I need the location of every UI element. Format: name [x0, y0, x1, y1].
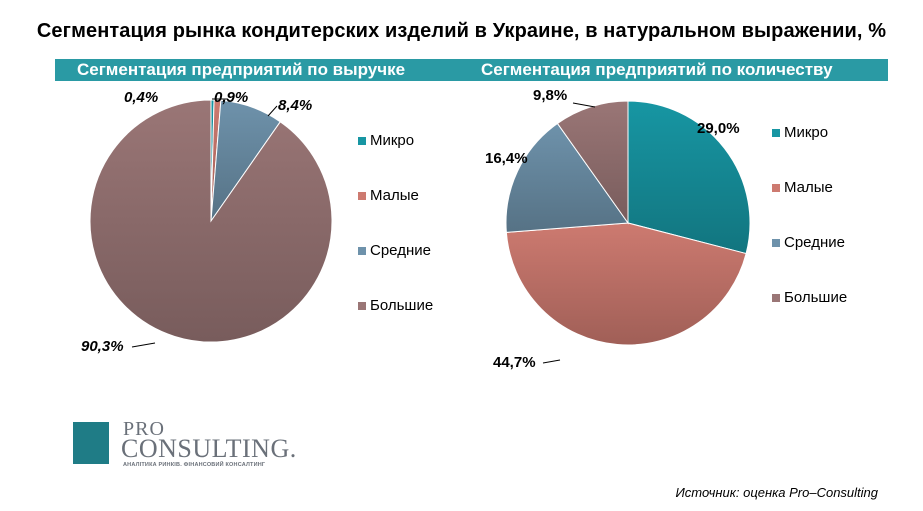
legend-swatch-small: [772, 184, 780, 192]
data-label: 0,4%: [124, 89, 158, 106]
pie-chart-2: 29,0% 44,7% 16,4% 9,8%: [485, 87, 751, 371]
leader-line: [542, 359, 561, 364]
data-label: 16,4%: [485, 150, 528, 167]
data-label: 0,9%: [214, 89, 248, 106]
legend-swatch-medium: [772, 239, 780, 247]
legend-2: Микро Малые Средние Большие: [772, 124, 847, 306]
source-note: Источник: оценка Pro–Consulting: [675, 485, 878, 500]
pro-consulting-logo: PRO CONSULTING. АНАЛІТИКА РИНКІВ. ФІНАНС…: [73, 418, 296, 468]
logo-line2: CONSULTING.: [121, 434, 297, 463]
header-bar: Сегментация предприятий по выручке Сегме…: [55, 59, 888, 81]
legend-label: Малые: [784, 179, 833, 196]
legend-label: Средние: [784, 234, 845, 251]
legend-swatch-small: [358, 192, 366, 200]
data-label: 90,3%: [81, 338, 124, 355]
legend-label: Большие: [784, 289, 847, 306]
legend-1: Микро Малые Средние Большие: [358, 132, 433, 314]
horse-logo-icon: [73, 422, 109, 464]
pie-slice-micro: [627, 100, 751, 255]
pie-slice-medium: [505, 122, 629, 233]
pie-slice-small: [505, 222, 747, 346]
leader-line: [267, 105, 278, 117]
data-label: 9,8%: [533, 87, 567, 104]
left-chart-header: Сегментация предприятий по выручке: [77, 60, 406, 79]
chart-title: Сегментация рынка кондитерских изделий в…: [36, 20, 887, 42]
right-chart-header: Сегментация предприятий по количеству: [481, 60, 833, 79]
legend-swatch-micro: [358, 137, 366, 145]
logo-tagline: АНАЛІТИКА РИНКІВ. ФІНАНСОВИЙ КОНСАЛТИНГ: [123, 462, 266, 468]
leader-line: [572, 102, 596, 108]
data-label: 8,4%: [278, 97, 312, 114]
legend-swatch-large: [358, 302, 366, 310]
legend-label: Малые: [370, 187, 419, 204]
pie-slice-large: [89, 99, 333, 343]
legend-swatch-micro: [772, 129, 780, 137]
data-label: 29,0%: [697, 120, 740, 137]
pie-chart-1: 0,4% 0,9% 8,4% 90,3%: [81, 89, 333, 355]
logo-line1: PRO: [123, 418, 165, 440]
leader-line: [131, 342, 156, 348]
legend-label: Микро: [370, 132, 414, 149]
legend-label: Микро: [784, 124, 828, 141]
legend-swatch-medium: [358, 247, 366, 255]
data-label: 44,7%: [493, 354, 536, 371]
legend-swatch-large: [772, 294, 780, 302]
pie-slice-large: [556, 100, 629, 225]
legend-label: Большие: [370, 297, 433, 314]
legend-label: Средние: [370, 242, 431, 259]
